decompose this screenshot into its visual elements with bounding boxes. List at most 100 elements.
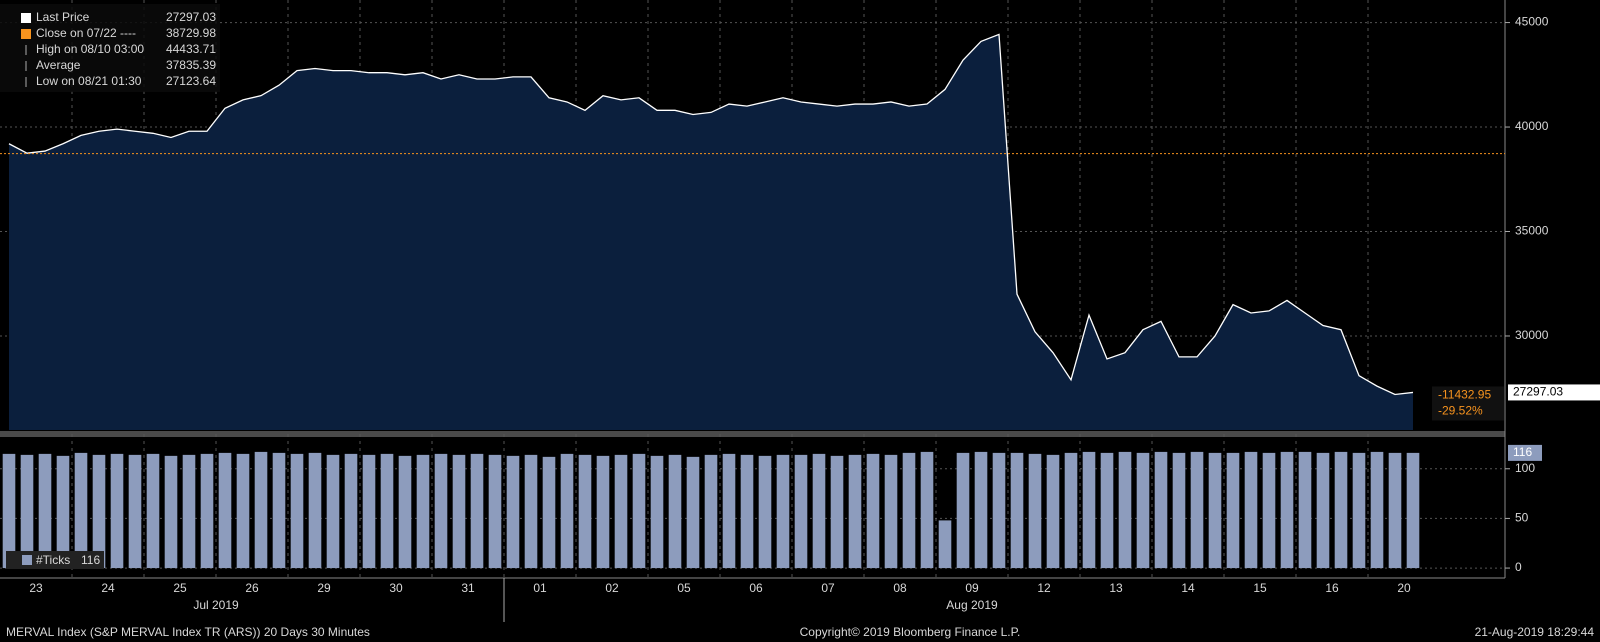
bar xyxy=(650,455,664,569)
bar xyxy=(470,453,484,569)
bar xyxy=(704,454,718,569)
ticks-tag-label: 116 xyxy=(1513,445,1532,459)
x-tick-label: 08 xyxy=(893,581,907,595)
ticks-legend-swatch xyxy=(22,555,32,565)
bar xyxy=(218,452,232,569)
bar xyxy=(1064,452,1078,569)
bar xyxy=(1046,454,1060,569)
bar xyxy=(38,453,52,569)
bar xyxy=(164,455,178,569)
legend-value: 27297.03 xyxy=(166,10,216,24)
bar xyxy=(1100,452,1114,569)
bar xyxy=(884,454,898,569)
change-pct-label: -29.52% xyxy=(1438,404,1483,418)
legend-value: 38729.98 xyxy=(166,26,216,40)
x-tick-label: 23 xyxy=(29,581,43,595)
bar xyxy=(362,454,376,569)
bar xyxy=(20,454,34,569)
bar xyxy=(794,454,808,569)
bar xyxy=(1208,452,1222,569)
bar xyxy=(434,453,448,569)
x-tick-label: 29 xyxy=(317,581,331,595)
legend-value: 37835.39 xyxy=(166,58,216,72)
x-tick-label: 02 xyxy=(605,581,619,595)
x-tick-label: 31 xyxy=(461,581,475,595)
x-tick-label: 20 xyxy=(1397,581,1411,595)
bar xyxy=(1154,451,1168,569)
month-label: Jul 2019 xyxy=(193,598,239,612)
legend-label: Last Price xyxy=(36,10,90,24)
bar xyxy=(146,453,160,569)
bar xyxy=(776,454,790,569)
bar xyxy=(236,453,250,569)
bar xyxy=(1190,451,1204,569)
panel-divider xyxy=(0,431,1505,437)
bar xyxy=(1010,452,1024,569)
bar xyxy=(992,452,1006,569)
bar xyxy=(1352,452,1366,569)
bar xyxy=(686,456,700,569)
bar xyxy=(416,454,430,569)
bar xyxy=(668,454,682,569)
x-tick-label: 01 xyxy=(533,581,547,595)
bar xyxy=(182,454,196,569)
x-tick-label: 26 xyxy=(245,581,259,595)
bar xyxy=(1172,452,1186,569)
legend-box xyxy=(0,4,220,92)
bar xyxy=(326,454,340,569)
y-tick-label: 0 xyxy=(1515,560,1522,574)
footer-right: 21-Aug-2019 18:29:44 xyxy=(1475,625,1595,639)
x-tick-label: 15 xyxy=(1253,581,1267,595)
legend-swatch xyxy=(21,29,31,39)
legend-value: 27123.64 xyxy=(166,74,216,88)
bar xyxy=(74,452,88,569)
x-tick-label: 06 xyxy=(749,581,763,595)
x-tick-label: 05 xyxy=(677,581,691,595)
line xyxy=(8,33,1414,396)
bar xyxy=(1262,452,1276,569)
bar xyxy=(254,451,268,569)
x-tick-label: 16 xyxy=(1325,581,1339,595)
bar xyxy=(1118,451,1132,569)
bar xyxy=(1244,451,1258,569)
bar xyxy=(2,453,16,569)
ticks-legend-label: #Ticks xyxy=(36,553,70,567)
bar xyxy=(848,454,862,569)
legend-swatch xyxy=(21,13,31,23)
y-tick-label: 30000 xyxy=(1515,328,1549,342)
legend-value: 44433.71 xyxy=(166,42,216,56)
x-tick-label: 07 xyxy=(821,581,835,595)
bar xyxy=(758,455,772,569)
month-label: Aug 2019 xyxy=(946,598,998,612)
bar xyxy=(920,451,934,569)
bar xyxy=(1370,451,1384,569)
bar xyxy=(938,520,952,569)
bar xyxy=(974,451,988,569)
bar xyxy=(812,453,826,569)
y-tick-label: 100 xyxy=(1515,461,1535,475)
bar xyxy=(830,455,844,569)
bar xyxy=(542,456,556,569)
bar xyxy=(506,455,520,569)
bar xyxy=(1406,452,1420,569)
y-tick-label: 45000 xyxy=(1515,15,1549,29)
bar xyxy=(1334,451,1348,569)
legend-label: High on 08/10 03:00 xyxy=(36,42,144,56)
bar xyxy=(740,454,754,569)
bar xyxy=(560,453,574,569)
bar xyxy=(1226,452,1240,569)
change-label: -11432.95 xyxy=(1438,388,1491,402)
bar xyxy=(1280,451,1294,569)
x-tick-label: 13 xyxy=(1109,581,1123,595)
bar xyxy=(578,454,592,569)
bar xyxy=(1298,451,1312,569)
bar xyxy=(452,454,466,569)
bar xyxy=(866,453,880,569)
legend-label: Low on 08/21 01:30 xyxy=(36,74,142,88)
ticks-legend-value: 116 xyxy=(81,553,100,567)
bar xyxy=(488,454,502,569)
legend-label: Close on 07/22 ---- xyxy=(36,26,136,40)
bar xyxy=(290,453,304,569)
bar xyxy=(380,453,394,569)
